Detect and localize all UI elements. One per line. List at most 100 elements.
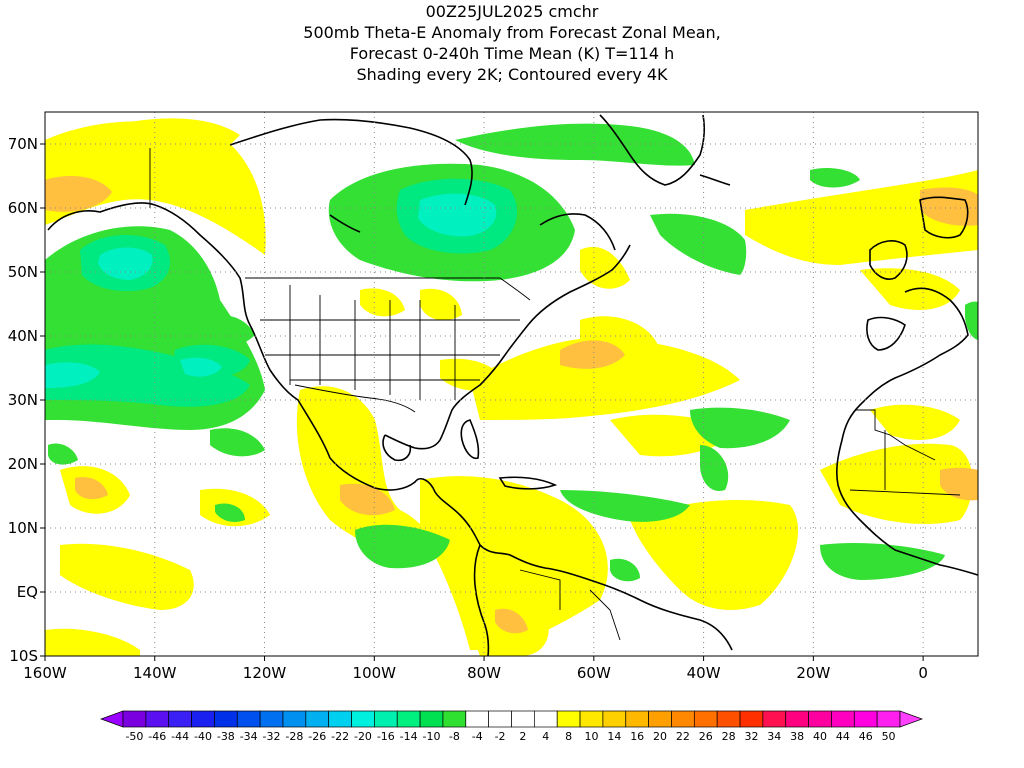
colorbar-swatch [214,710,238,728]
title-line-4: Shading every 2K; Contoured every 4K [356,65,668,84]
colorbar-swatch [693,710,718,728]
shading-layer [45,112,978,656]
colorbar-swatch [648,710,672,728]
colorbar-swatch [488,710,512,728]
y-tick-label: EQ [17,583,38,601]
title-line-1: 00Z25JUL2025 cmchr [425,2,599,21]
negative-anomaly-peak [45,193,497,388]
colorbar-swatch [511,710,535,728]
y-tick-label: 20N [8,455,38,473]
colorbar-swatch [282,710,307,728]
colorbar-label: 10 [584,730,598,743]
map-frame [44,111,979,657]
colorbar-swatch [442,710,467,728]
y-tick-label: 70N [8,135,38,153]
colorbar-swatch [556,710,581,728]
coastlines [47,114,978,656]
colorbar-swatch [191,710,215,728]
colorbar-label: 8 [565,730,572,743]
colorbar-label: -8 [449,730,460,743]
colorbar-label: 50 [882,730,896,743]
colorbar-label: -34 [240,730,258,743]
x-tick-label: 40W [687,664,721,682]
colorbar-label: -46 [148,730,166,743]
x-tick-label: 120W [243,664,287,682]
colorbar-min-arrow [99,710,124,728]
colorbar-label: 46 [859,730,873,743]
colorbar-swatch [785,710,809,728]
x-tick-label: 140W [133,664,177,682]
colorbar-swatch [168,710,192,728]
colorbar-swatch [579,710,604,728]
colorbar-label: -44 [171,730,189,743]
colorbar-swatch [145,710,170,728]
colorbar-label: 26 [699,730,713,743]
y-tick-label: 10N [8,519,38,537]
positive-anomaly-shading [45,118,978,656]
colorbar [99,710,924,728]
colorbar-label: 34 [767,730,781,743]
colorbar-label: 32 [744,730,758,743]
x-tick-label: 160W [23,664,67,682]
colorbar-swatch [671,710,695,728]
positive-anomaly-core [45,176,978,634]
colorbar-label: 14 [607,730,621,743]
colorbar-labels: -50 -46 -44 -40 -38 -34 -32 -28 -26 -22 -20 -16 -14-… [125,730,895,743]
colorbar-label: 28 [722,730,736,743]
colorbar-label: -4 [472,730,483,743]
colorbar-swatch [808,710,832,728]
x-tick-label: 80W [467,664,501,682]
colorbar-swatch [236,710,261,728]
colorbar-swatch [831,710,855,728]
colorbar-label: -10 [423,730,441,743]
colorbar-swatch [305,710,330,728]
political-borders [149,148,961,641]
colorbar-label: 4 [542,730,549,743]
colorbar-swatch [716,710,741,728]
colorbar-max-arrow [899,710,924,728]
colorbar-label: -32 [263,730,281,743]
colorbar-label: -22 [331,730,349,743]
x-axis: 160W 140W 120W 100W 80W 60W 40W 20W 0 [23,656,928,682]
y-tick-label: 50N [8,263,38,281]
colorbar-label: -38 [217,730,235,743]
title-line-2: 500mb Theta-E Anomaly from Forecast Zona… [303,23,721,42]
colorbar-label: 22 [676,730,690,743]
colorbar-swatch [259,710,284,728]
colorbar-label: 16 [630,730,644,743]
x-tick-label: 100W [353,664,397,682]
y-tick-label: 40N [8,327,38,345]
colorbar-label: -40 [194,730,212,743]
colorbar-label: -28 [285,730,303,743]
colorbar-swatch [419,710,444,728]
colorbar-swatch [625,710,649,728]
colorbar-label: 44 [836,730,850,743]
colorbar-swatch [853,710,878,728]
title-line-3: Forecast 0-240h Time Mean (K) T=114 h [349,44,675,63]
colorbar-label: -16 [377,730,395,743]
colorbar-swatch [602,710,627,728]
colorbar-label: -20 [354,730,372,743]
x-tick-label: 20W [796,664,830,682]
y-tick-label: 10S [9,647,38,665]
colorbar-swatch [122,710,147,728]
colorbar-swatch [534,710,558,728]
colorbar-label: 20 [653,730,667,743]
colorbar-label: -14 [400,730,418,743]
y-tick-label: 30N [8,391,38,409]
colorbar-label: -50 [125,730,143,743]
colorbar-label: 38 [790,730,804,743]
colorbar-label: 2 [519,730,526,743]
colorbar-swatch [328,710,352,728]
colorbar-swatch [876,710,901,728]
colorbar-swatch [762,710,787,728]
x-tick-label: 60W [577,664,611,682]
colorbar-swatch [396,710,421,728]
x-tick-label: 0 [918,664,928,682]
y-axis: 10S EQ 10N 20N 30N 40N 50N 60N 70N [8,135,45,665]
colorbar-swatch [374,710,398,728]
colorbar-swatch [739,710,764,728]
colorbar-label: -2 [495,730,506,743]
colorbar-label: 40 [813,730,827,743]
